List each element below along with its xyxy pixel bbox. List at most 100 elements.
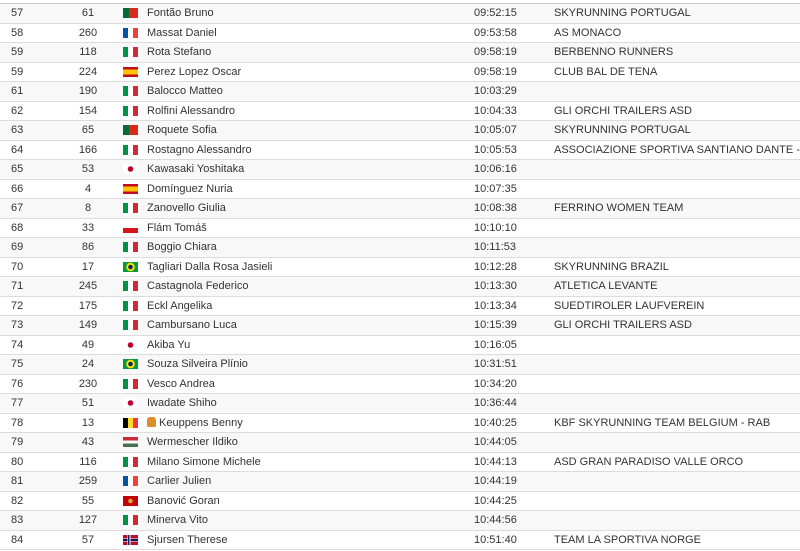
table-row[interactable]: 70 17 Tagliari Dalla Rosa Jasieli 10:12:28 S…	[0, 257, 800, 277]
athlete-name[interactable]: Rota Stefano	[147, 46, 212, 59]
flag-cell	[113, 354, 147, 375]
table-row[interactable]: 75 24 Souza Silveira Plínio 10:31:51	[0, 354, 800, 375]
table-row[interactable]: 73 149 Cambursano Luca 10:15:39 GLI ORCHI TR…	[0, 315, 800, 336]
athlete-name[interactable]: Fontão Bruno	[147, 7, 214, 20]
athlete-name-cell: Tagliari Dalla Rosa Jasieli	[147, 257, 474, 277]
athlete-name[interactable]: Perez Lopez Oscar	[147, 65, 242, 78]
table-row[interactable]: 80 116 Milano Simone Michele 10:44:13 ASD GR…	[0, 452, 800, 472]
athlete-name[interactable]: Eckl Angelika	[147, 299, 213, 312]
table-row[interactable]: 78 13 Keuppens Benny 10:40:25 KBF SKYRUNNING…	[0, 413, 800, 433]
rank-cell: 80	[0, 452, 63, 472]
team-cell: ATLETICA LEVANTE	[554, 276, 800, 297]
table-row[interactable]: 76 230 Vesco Andrea 10:34:20	[0, 374, 800, 394]
team-cell: SKYRUNNING PORTUGAL	[554, 3, 800, 24]
athlete-name-cell: Keuppens Benny	[147, 413, 474, 433]
athlete-name[interactable]: Akiba Yu	[147, 338, 191, 351]
table-row[interactable]: 63 65 Roquete Sofia 10:05:07 SKYRUNNING PORT…	[0, 120, 800, 141]
athlete-name[interactable]: Roquete Sofia	[147, 124, 217, 137]
table-row[interactable]: 77 51 Iwadate Shiho 10:36:44	[0, 393, 800, 414]
athlete-name[interactable]: Tagliari Dalla Rosa Jasieli	[147, 260, 273, 273]
flag-it-icon	[123, 105, 138, 116]
time-cell: 09:58:19	[474, 42, 554, 63]
table-row[interactable]: 84 57 Sjursen Therese 10:51:40 TEAM LA SPORT…	[0, 530, 800, 550]
table-row[interactable]: 79 43 Wermescher Ildiko 10:44:05	[0, 432, 800, 453]
athlete-name[interactable]: Massat Daniel	[147, 26, 217, 39]
athlete-name[interactable]: Kawasaki Yoshitaka	[147, 163, 245, 176]
athlete-name[interactable]: Keuppens Benny	[159, 416, 243, 429]
bib-cell: 53	[63, 159, 113, 180]
table-row[interactable]: 71 245 Castagnola Federico 10:13:30 ATLETICA…	[0, 276, 800, 297]
bib-cell: 118	[63, 42, 113, 63]
bib-cell: 51	[63, 393, 113, 414]
athlete-name[interactable]: Boggio Chiara	[147, 241, 217, 254]
athlete-name-cell: Wermescher Ildiko	[147, 432, 474, 453]
athlete-name-cell: Flám Tomáš	[147, 218, 474, 238]
athlete-name[interactable]: Cambursano Luca	[147, 319, 237, 332]
athlete-name[interactable]: Rolfini Alessandro	[147, 104, 236, 117]
time-cell: 10:34:20	[474, 374, 554, 394]
table-row[interactable]: 67 8 Zanovello Giulia 10:08:38 FERRINO WOMEN…	[0, 198, 800, 219]
athlete-name[interactable]: Zanovello Giulia	[147, 202, 226, 215]
bib-cell: 55	[63, 491, 113, 511]
flag-cell	[113, 374, 147, 394]
table-row[interactable]: 57 61 Fontão Bruno 09:52:15 SKYRUNNING PORTU…	[0, 3, 800, 24]
flag-cell	[113, 81, 147, 102]
athlete-name-cell: Boggio Chiara	[147, 237, 474, 258]
athlete-name-cell: Massat Daniel	[147, 23, 474, 43]
team-cell: FERRINO WOMEN TEAM	[554, 198, 800, 219]
athlete-name[interactable]: Domínguez Nuria	[147, 182, 233, 195]
athlete-name[interactable]: Iwadate Shiho	[147, 397, 217, 410]
athlete-name[interactable]: Vesco Andrea	[147, 377, 215, 390]
table-row[interactable]: 81 259 Carlier Julien 10:44:19	[0, 471, 800, 492]
team-cell	[554, 159, 800, 180]
bib-cell: 65	[63, 120, 113, 141]
table-row[interactable]: 59 224 Perez Lopez Oscar 09:58:19 CLUB BAL D…	[0, 62, 800, 82]
table-row[interactable]: 83 127 Minerva Vito 10:44:56	[0, 510, 800, 531]
athlete-name-cell: Domínguez Nuria	[147, 179, 474, 199]
flag-cell	[113, 296, 147, 316]
team-cell	[554, 218, 800, 238]
rank-cell: 71	[0, 276, 63, 297]
athlete-name[interactable]: Banović Goran	[147, 494, 220, 507]
athlete-name[interactable]: Sjursen Therese	[147, 533, 228, 546]
athlete-name-cell: Rolfini Alessandro	[147, 101, 474, 121]
athlete-name-cell: Akiba Yu	[147, 335, 474, 355]
table-row[interactable]: 65 53 Kawasaki Yoshitaka 10:06:16	[0, 159, 800, 180]
athlete-name-cell: Sjursen Therese	[147, 530, 474, 550]
time-cell: 10:44:56	[474, 510, 554, 531]
athlete-name[interactable]: Carlier Julien	[147, 475, 212, 488]
flag-it-icon	[123, 144, 138, 155]
table-row[interactable]: 66 4 Domínguez Nuria 10:07:35	[0, 179, 800, 199]
flag-cell	[113, 393, 147, 414]
table-row[interactable]: 74 49 Akiba Yu 10:16:05	[0, 335, 800, 355]
time-cell: 10:04:33	[474, 101, 554, 121]
team-cell	[554, 471, 800, 492]
athlete-name[interactable]: Souza Silveira Plínio	[147, 358, 248, 371]
athlete-name-cell: Rota Stefano	[147, 42, 474, 63]
flag-me-icon	[123, 495, 138, 506]
rank-cell: 64	[0, 140, 63, 160]
athlete-name[interactable]: Rostagno Alessandro	[147, 143, 252, 156]
athlete-name-cell: Carlier Julien	[147, 471, 474, 492]
table-row[interactable]: 68 33 Flám Tomáš 10:10:10	[0, 218, 800, 238]
time-cell: 09:52:15	[474, 3, 554, 24]
rank-cell: 76	[0, 374, 63, 394]
athlete-name[interactable]: Milano Simone Michele	[147, 455, 261, 468]
table-row[interactable]: 58 260 Massat Daniel 09:53:58 AS MONACO	[0, 23, 800, 43]
table-row[interactable]: 64 166 Rostagno Alessandro 10:05:53 ASSOCIAZ…	[0, 140, 800, 160]
flag-cell	[113, 198, 147, 219]
flag-jp-icon	[123, 164, 138, 175]
athlete-name[interactable]: Castagnola Federico	[147, 280, 249, 293]
table-row[interactable]: 62 154 Rolfini Alessandro 10:04:33 GLI ORCHI…	[0, 101, 800, 121]
athlete-name[interactable]: Wermescher Ildiko	[147, 436, 238, 449]
table-row[interactable]: 72 175 Eckl Angelika 10:13:34 SUEDTIROLER LA…	[0, 296, 800, 316]
flag-cell	[113, 413, 147, 433]
team-cell	[554, 491, 800, 511]
table-row[interactable]: 59 118 Rota Stefano 09:58:19 BERBENNO RUNNER…	[0, 42, 800, 63]
table-row[interactable]: 61 190 Balocco Matteo 10:03:29	[0, 81, 800, 102]
table-row[interactable]: 82 55 Banović Goran 10:44:25	[0, 491, 800, 511]
athlete-name[interactable]: Minerva Vito	[147, 514, 208, 527]
table-row[interactable]: 69 86 Boggio Chiara 10:11:53	[0, 237, 800, 258]
athlete-name[interactable]: Flám Tomáš	[147, 221, 207, 234]
athlete-name[interactable]: Balocco Matteo	[147, 85, 223, 98]
